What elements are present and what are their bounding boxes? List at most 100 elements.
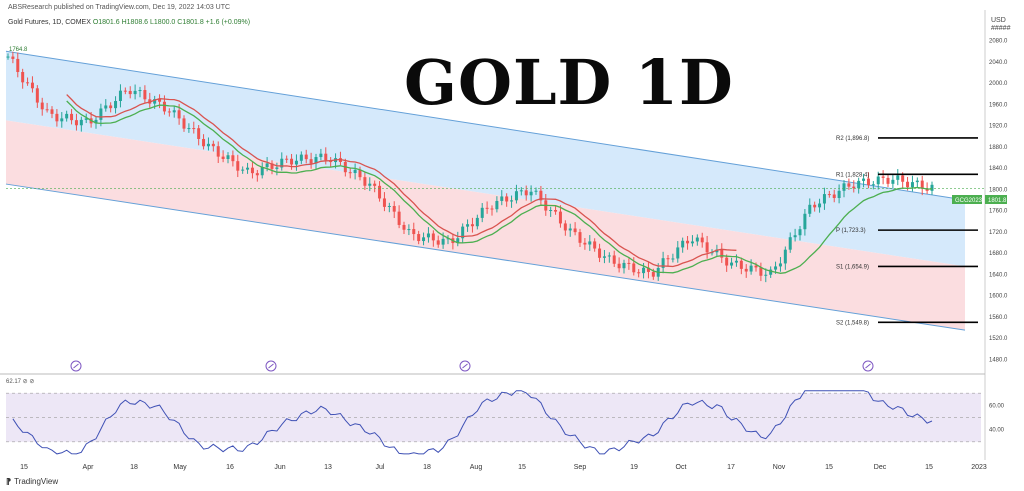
date-tick-label: 15	[825, 464, 833, 471]
candle	[573, 222, 577, 236]
currency-code: USD	[991, 17, 1006, 24]
candle	[495, 196, 499, 213]
candle	[730, 257, 734, 269]
candle	[896, 169, 900, 186]
candle	[666, 254, 670, 266]
candle	[192, 121, 196, 134]
candle	[255, 169, 259, 182]
candle	[529, 185, 533, 202]
candle	[886, 174, 890, 188]
candle	[285, 155, 289, 164]
candle	[363, 172, 367, 191]
candle	[358, 166, 362, 181]
candle	[881, 170, 885, 185]
candle	[803, 209, 807, 236]
date-tick-label: Dec	[874, 464, 887, 471]
candle	[314, 153, 318, 170]
candle	[436, 235, 440, 248]
candle	[74, 113, 78, 131]
candle	[294, 154, 298, 171]
symbol-line: Gold Futures, 1D, COMEX O1801.6 H1808.6 …	[8, 19, 250, 26]
candle	[45, 102, 49, 113]
symbol-name: Gold Futures, 1D, COMEX	[8, 19, 91, 26]
price-tick-label: 1560.0	[989, 315, 1008, 321]
tradingview-brand[interactable]: ⁋ TradingView	[6, 477, 58, 486]
oscillator-tick-label: 60.00	[989, 403, 1005, 409]
candle	[60, 112, 64, 128]
candle	[373, 180, 377, 193]
candle	[622, 259, 626, 274]
lower-channel	[6, 120, 965, 331]
candle	[84, 113, 88, 124]
candle	[387, 202, 391, 213]
candle	[16, 52, 20, 78]
date-tick-label: 15	[518, 464, 526, 471]
candle	[661, 251, 665, 274]
price-tick-label: 1520.0	[989, 336, 1008, 342]
candle	[167, 108, 171, 117]
candle	[593, 238, 597, 252]
brand-label: TradingView	[14, 477, 59, 486]
candle	[578, 228, 582, 248]
candle	[382, 192, 386, 212]
candle	[202, 134, 206, 150]
candle	[353, 163, 357, 180]
candle	[568, 223, 572, 237]
candle	[182, 115, 186, 132]
candle	[324, 147, 328, 165]
event-marker-icon[interactable]	[459, 360, 471, 372]
candle	[524, 185, 528, 201]
candle	[11, 51, 15, 64]
date-tick-label: Sep	[574, 464, 587, 471]
price-tag-value: 1801.8	[988, 198, 1007, 204]
upper-channel	[6, 51, 965, 267]
candle	[172, 105, 176, 118]
candle	[260, 162, 264, 179]
candle	[40, 97, 44, 116]
candle	[847, 178, 851, 190]
candle	[250, 161, 254, 179]
currency-label: USD #####	[991, 17, 1010, 33]
candle	[299, 151, 303, 164]
candle	[128, 86, 132, 99]
candle	[309, 152, 313, 169]
candle	[602, 249, 606, 264]
candle	[187, 123, 191, 133]
candle	[910, 175, 914, 192]
candle	[226, 152, 230, 164]
event-marker-icon[interactable]	[265, 360, 277, 372]
candle	[793, 228, 797, 242]
price-tick-label: 1480.0	[989, 357, 1008, 363]
event-marker-icon[interactable]	[70, 360, 82, 372]
candle	[197, 125, 201, 146]
candle	[368, 177, 372, 192]
candle	[461, 223, 465, 243]
candle	[348, 167, 352, 179]
chart-title: GOLD 1D	[404, 46, 734, 119]
oscillator-label: 62.17 ⊘ ⊘	[6, 379, 34, 385]
candle	[705, 235, 709, 259]
event-marker-icon[interactable]	[862, 360, 874, 372]
oscillator-line	[12, 390, 933, 455]
moving-average-green	[66, 100, 932, 274]
candle	[612, 250, 616, 267]
price-tick-label: 1960.0	[989, 102, 1008, 108]
candle	[275, 162, 279, 176]
candle	[519, 187, 523, 196]
candle	[378, 181, 382, 202]
candle	[598, 243, 602, 263]
candle	[505, 193, 509, 207]
candle	[221, 150, 225, 163]
candle	[143, 85, 147, 103]
candle	[588, 235, 592, 251]
date-tick-label: 2023	[971, 464, 987, 471]
candle	[446, 235, 450, 245]
candle	[158, 94, 162, 109]
candle	[470, 217, 474, 233]
candle	[397, 205, 401, 229]
candle	[280, 152, 284, 171]
candle	[412, 222, 416, 241]
price-tick-label: 1680.0	[989, 251, 1008, 257]
price-tick-label: 2080.0	[989, 39, 1008, 45]
